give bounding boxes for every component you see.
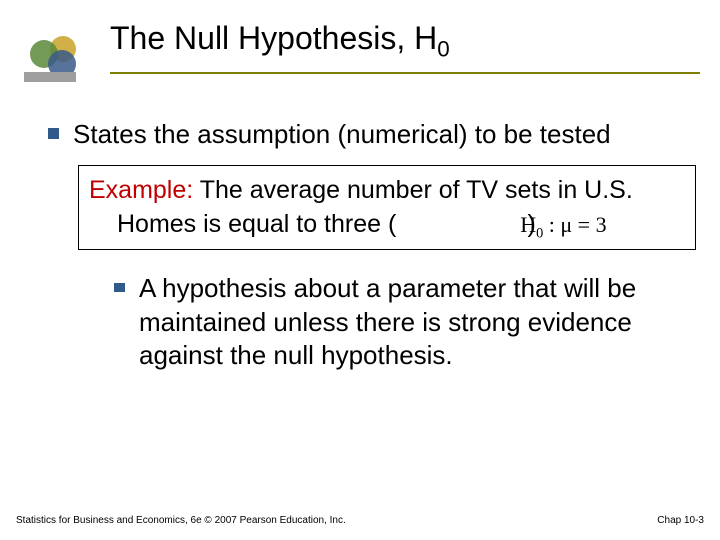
bullet-sub-text: A hypothesis about a parameter that will… <box>139 272 696 372</box>
logo-bar <box>24 72 76 82</box>
content-area: States the assumption (numerical) to be … <box>48 118 696 386</box>
bullet-main: States the assumption (numerical) to be … <box>48 118 696 151</box>
example-line2-suffix: ) <box>528 210 536 238</box>
title-subscript: 0 <box>437 36 449 61</box>
slide-title: The Null Hypothesis, H0 <box>110 20 700 62</box>
bullet-marker-icon <box>48 128 59 139</box>
title-rule <box>110 72 700 74</box>
example-line1: The average number of TV sets in U.S. <box>193 176 633 204</box>
sub-bullets: A hypothesis about a parameter that will… <box>114 272 696 372</box>
footer-left: Statistics for Business and Economics, 6… <box>16 515 346 526</box>
example-label: Example: <box>89 176 193 204</box>
example-line2-prefix: Homes is equal to three ( <box>117 210 403 238</box>
bullet-main-text: States the assumption (numerical) to be … <box>73 118 611 151</box>
example-box: Example: The average number of TV sets i… <box>78 165 696 250</box>
title-block: The Null Hypothesis, H0 <box>110 20 700 74</box>
example-line2: Homes is equal to three ( H0 : μ = 3 ) <box>89 210 536 238</box>
footer-right: Chap 10-3 <box>657 515 704 526</box>
bullet-marker-icon <box>114 283 125 292</box>
slide-logo <box>24 36 90 84</box>
title-text: The Null Hypothesis, H <box>110 20 437 56</box>
bullet-sub: A hypothesis about a parameter that will… <box>114 272 696 372</box>
